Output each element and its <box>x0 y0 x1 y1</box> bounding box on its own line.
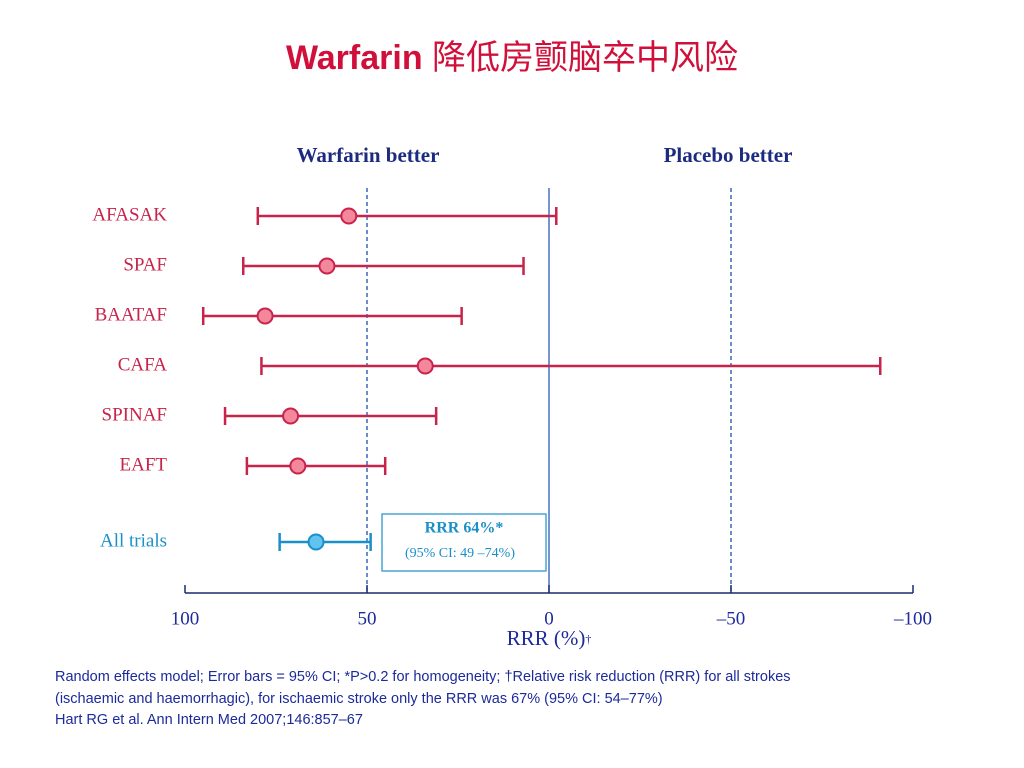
footnote: Hart RG et al. Ann Intern Med 2007;146:8… <box>55 712 363 728</box>
summary-box <box>381 513 547 572</box>
row-label: BAATAF <box>95 304 167 325</box>
title-en: Warfarin <box>286 39 423 77</box>
annotation: Warfarin better <box>297 143 440 167</box>
row-label: All trials <box>100 530 167 551</box>
point <box>416 357 434 375</box>
point <box>256 307 274 325</box>
x-tick-label: –50 <box>716 608 746 629</box>
footnote: Random effects model; Error bars = 95% C… <box>55 669 791 685</box>
row-label: AFASAK <box>92 204 167 225</box>
x-tick-label: 100 <box>171 608 200 629</box>
footnote: (ischaemic and haemorrhagic), for ischae… <box>55 691 663 707</box>
annotation: Placebo better <box>664 143 793 167</box>
x-label-note: † <box>585 632 591 646</box>
x-label: RRR (%) <box>507 626 586 650</box>
point <box>282 407 300 425</box>
row-label: CAFA <box>118 354 168 375</box>
x-tick-label: –100 <box>893 608 932 629</box>
row-label: SPINAF <box>102 404 167 425</box>
point <box>307 533 325 551</box>
summary-ci: (95% CI: 49 –74%) <box>405 546 515 561</box>
x-tick-label: 50 <box>358 608 377 629</box>
title-cn: 降低房颤脑卒中风险 <box>432 39 738 77</box>
x-tick-label: 0 <box>544 608 554 629</box>
point <box>289 457 307 475</box>
summary-text: RRR 64%* <box>425 520 504 537</box>
row-label: SPAF <box>123 254 167 275</box>
x-axis-label: RRR (%)† <box>507 626 592 650</box>
row-label: EAFT <box>120 454 168 475</box>
point <box>340 207 358 225</box>
chart-title: Warfarin 降低房颤脑卒中风险 <box>286 39 738 77</box>
point <box>318 257 336 275</box>
